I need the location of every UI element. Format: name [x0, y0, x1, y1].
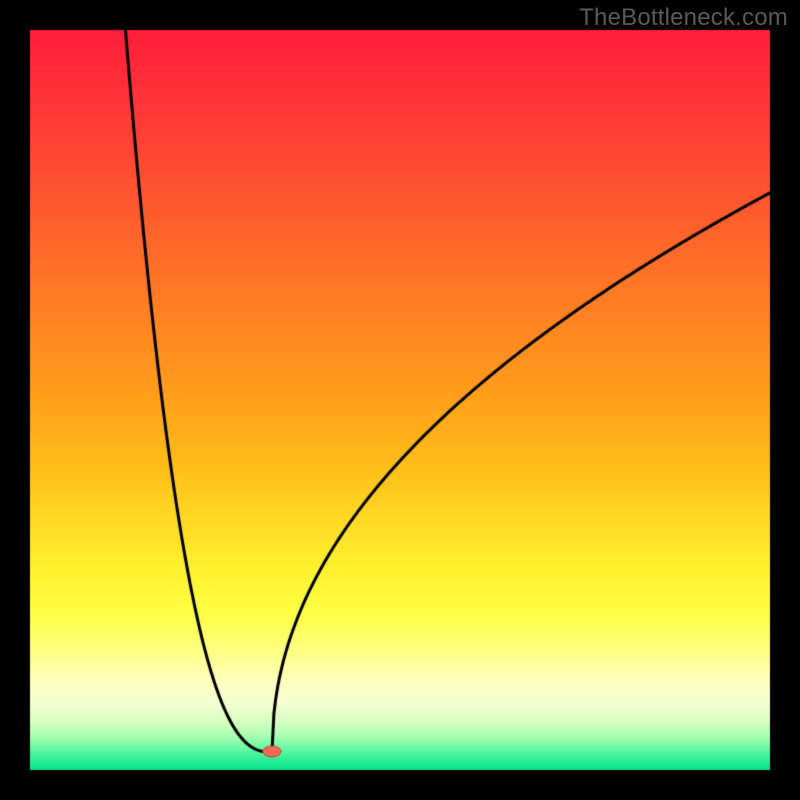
watermark-label: TheBottleneck.com — [579, 4, 788, 32]
bottleneck-chart-canvas — [0, 0, 800, 800]
chart-stage: TheBottleneck.com — [0, 0, 800, 800]
